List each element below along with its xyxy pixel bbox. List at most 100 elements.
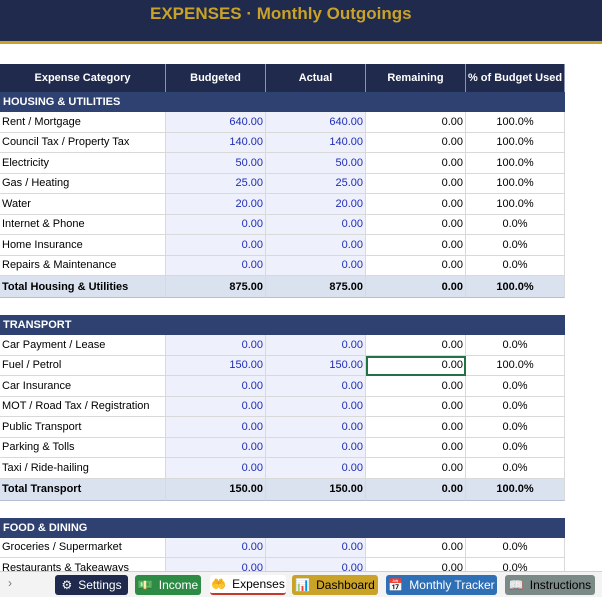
budgeted-cell[interactable]: 0.00 bbox=[166, 537, 266, 558]
total-remaining[interactable]: 0.00 bbox=[366, 276, 466, 298]
remaining-cell[interactable]: 0.00 bbox=[366, 153, 466, 174]
actual-cell[interactable]: 150.00 bbox=[266, 355, 366, 376]
remaining-cell[interactable]: 0.00 bbox=[366, 112, 466, 133]
budgeted-cell[interactable]: 0.00 bbox=[166, 396, 266, 417]
percent-cell[interactable]: 100.0% bbox=[466, 153, 565, 174]
percent-cell[interactable]: 0.0% bbox=[466, 335, 565, 356]
percent-cell[interactable]: 0.0% bbox=[466, 417, 565, 438]
total-budgeted[interactable]: 150.00 bbox=[166, 478, 266, 501]
budgeted-cell[interactable]: 20.00 bbox=[166, 194, 266, 215]
remaining-cell[interactable]: 0.00 bbox=[366, 335, 466, 356]
category-cell[interactable]: Electricity bbox=[0, 153, 166, 174]
budgeted-cell[interactable]: 0.00 bbox=[166, 376, 266, 397]
budgeted-cell[interactable]: 25.00 bbox=[166, 173, 266, 194]
section-title[interactable]: HOUSING & UTILITIES bbox=[3, 96, 121, 108]
actual-cell[interactable]: 0.00 bbox=[266, 214, 366, 235]
percent-cell[interactable]: 0.0% bbox=[466, 458, 565, 479]
remaining-cell[interactable]: 0.00 bbox=[366, 458, 466, 479]
percent-cell[interactable]: 0.0% bbox=[466, 396, 565, 417]
actual-cell[interactable]: 25.00 bbox=[266, 173, 366, 194]
remaining-cell[interactable]: 0.00 bbox=[366, 437, 466, 458]
budgeted-cell[interactable]: 150.00 bbox=[166, 355, 266, 376]
actual-cell[interactable]: 0.00 bbox=[266, 437, 366, 458]
percent-cell[interactable]: 100.0% bbox=[466, 132, 565, 153]
actual-cell[interactable]: 0.00 bbox=[266, 255, 366, 276]
remaining-cell[interactable]: 0.00 bbox=[366, 376, 466, 397]
percent-cell[interactable]: 0.0% bbox=[466, 437, 565, 458]
remaining-cell[interactable]: 0.00 bbox=[366, 194, 466, 215]
total-label[interactable]: Total Housing & Utilities bbox=[0, 276, 166, 298]
category-cell[interactable]: Rent / Mortgage bbox=[0, 112, 166, 133]
tab-income[interactable]: 💵 Income bbox=[135, 575, 201, 595]
category-cell[interactable]: Gas / Heating bbox=[0, 173, 166, 194]
tab-instructions[interactable]: 📖 Instructions bbox=[505, 575, 595, 595]
budgeted-cell[interactable]: 0.00 bbox=[166, 255, 266, 276]
col-header-category[interactable]: Expense Category bbox=[0, 64, 166, 92]
budgeted-cell[interactable]: 0.00 bbox=[166, 235, 266, 256]
percent-cell[interactable]: 100.0% bbox=[466, 194, 565, 215]
budgeted-cell[interactable]: 0.00 bbox=[166, 417, 266, 438]
category-cell[interactable]: MOT / Road Tax / Registration bbox=[0, 396, 166, 417]
total-label[interactable]: Total Transport bbox=[0, 478, 166, 501]
actual-cell[interactable]: 140.00 bbox=[266, 132, 366, 153]
category-cell[interactable]: Groceries / Supermarket bbox=[0, 537, 166, 558]
actual-cell[interactable]: 0.00 bbox=[266, 458, 366, 479]
actual-cell[interactable]: 0.00 bbox=[266, 235, 366, 256]
actual-cell[interactable]: 50.00 bbox=[266, 153, 366, 174]
remaining-cell[interactable]: 0.00 bbox=[366, 214, 466, 235]
total-actual[interactable]: 150.00 bbox=[266, 478, 366, 501]
section-title[interactable]: TRANSPORT bbox=[3, 319, 72, 331]
remaining-cell[interactable]: 0.00 bbox=[366, 537, 466, 558]
percent-cell[interactable]: 100.0% bbox=[466, 173, 565, 194]
percent-cell[interactable]: 0.0% bbox=[466, 214, 565, 235]
total-remaining[interactable]: 0.00 bbox=[366, 478, 466, 501]
actual-cell[interactable]: 640.00 bbox=[266, 112, 366, 133]
remaining-cell[interactable]: 0.00 bbox=[366, 235, 466, 256]
tab-dashboard[interactable]: 📊 Dashboard bbox=[292, 575, 378, 595]
budgeted-cell[interactable]: 640.00 bbox=[166, 112, 266, 133]
remaining-cell[interactable]: 0.00 bbox=[366, 173, 466, 194]
category-cell[interactable]: Home Insurance bbox=[0, 235, 166, 256]
budgeted-cell[interactable]: 0.00 bbox=[166, 437, 266, 458]
tab-expenses-active[interactable]: 🤲 Expenses bbox=[210, 575, 286, 595]
remaining-cell[interactable]: 0.00 bbox=[366, 396, 466, 417]
budgeted-cell[interactable]: 0.00 bbox=[166, 214, 266, 235]
category-cell[interactable]: Taxi / Ride-hailing bbox=[0, 458, 166, 479]
tab-monthly-tracker[interactable]: 📅 Monthly Tracker bbox=[386, 575, 497, 595]
percent-cell[interactable]: 0.0% bbox=[466, 255, 565, 276]
remaining-cell-selected[interactable]: 0.00 bbox=[366, 355, 466, 376]
actual-cell[interactable]: 20.00 bbox=[266, 194, 366, 215]
budgeted-cell[interactable]: 0.00 bbox=[166, 335, 266, 356]
percent-cell[interactable]: 0.0% bbox=[466, 537, 565, 558]
budgeted-cell[interactable]: 0.00 bbox=[166, 458, 266, 479]
actual-cell[interactable]: 0.00 bbox=[266, 376, 366, 397]
category-cell[interactable]: Fuel / Petrol bbox=[0, 355, 166, 376]
total-percent[interactable]: 100.0% bbox=[466, 478, 565, 501]
category-cell[interactable]: Public Transport bbox=[0, 417, 166, 438]
remaining-cell[interactable]: 0.00 bbox=[366, 132, 466, 153]
total-budgeted[interactable]: 875.00 bbox=[166, 276, 266, 298]
category-cell[interactable]: Parking & Tolls bbox=[0, 437, 166, 458]
category-cell[interactable]: Internet & Phone bbox=[0, 214, 166, 235]
remaining-cell[interactable]: 0.00 bbox=[366, 417, 466, 438]
col-header-budgeted[interactable]: Budgeted bbox=[166, 64, 266, 92]
total-actual[interactable]: 875.00 bbox=[266, 276, 366, 298]
col-header-percent-used[interactable]: % of Budget Used bbox=[466, 64, 565, 92]
section-title[interactable]: FOOD & DINING bbox=[3, 521, 88, 534]
remaining-cell[interactable]: 0.00 bbox=[366, 255, 466, 276]
category-cell[interactable]: Council Tax / Property Tax bbox=[0, 132, 166, 153]
budgeted-cell[interactable]: 50.00 bbox=[166, 153, 266, 174]
total-percent[interactable]: 100.0% bbox=[466, 276, 565, 298]
col-header-actual[interactable]: Actual bbox=[266, 64, 366, 92]
percent-cell[interactable]: 0.0% bbox=[466, 235, 565, 256]
percent-cell[interactable]: 0.0% bbox=[466, 376, 565, 397]
category-cell[interactable]: Car Insurance bbox=[0, 376, 166, 397]
col-header-remaining[interactable]: Remaining bbox=[366, 64, 466, 92]
category-cell[interactable]: Repairs & Maintenance bbox=[0, 255, 166, 276]
actual-cell[interactable]: 0.00 bbox=[266, 396, 366, 417]
tab-settings[interactable]: ⚙ Settings bbox=[55, 575, 128, 595]
actual-cell[interactable]: 0.00 bbox=[266, 537, 366, 558]
actual-cell[interactable]: 0.00 bbox=[266, 417, 366, 438]
category-cell[interactable]: Water bbox=[0, 194, 166, 215]
tab-scroll-right-icon[interactable]: › bbox=[8, 576, 12, 590]
